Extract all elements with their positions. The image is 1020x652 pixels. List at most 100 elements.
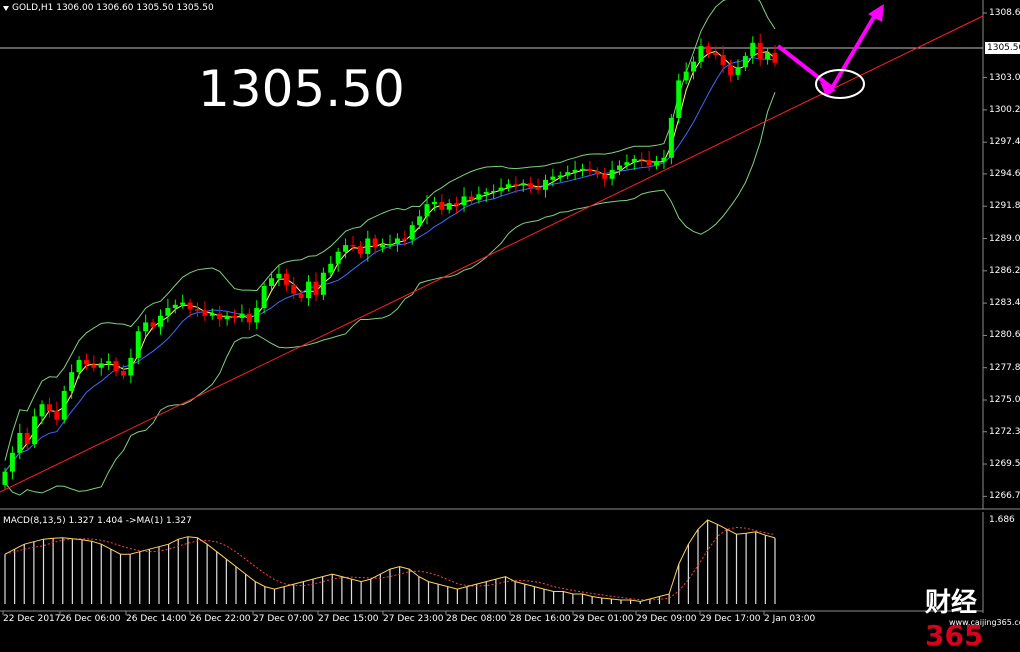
candle-body: [468, 196, 474, 200]
price-axis-label: 1272.30: [989, 426, 1020, 437]
candle-body: [505, 184, 511, 188]
arrow-head: [868, 4, 884, 22]
candle-body: [157, 315, 163, 327]
candle-body: [498, 187, 504, 191]
price-axis-label: 1269.50: [989, 459, 1020, 470]
candle-body: [483, 192, 489, 195]
candle-body: [439, 201, 445, 210]
candle-body: [380, 245, 386, 248]
candle-body: [617, 165, 623, 170]
candle-body: [135, 331, 141, 358]
candle-body: [587, 168, 593, 172]
candles: [2, 33, 778, 489]
time-axis-label: 26 Dec 22:00: [190, 614, 251, 624]
candle-body: [742, 56, 748, 68]
price-axis-label: 1303.00: [989, 72, 1020, 83]
candle-body: [32, 416, 38, 445]
candle-body: [461, 196, 467, 206]
candle-body: [402, 238, 408, 240]
candle-body: [691, 61, 697, 72]
candle-body: [750, 42, 756, 57]
candle-body: [602, 174, 608, 179]
time-axis-label: 27 Dec 07:00: [253, 614, 314, 624]
price-axis-label: 1283.45: [989, 298, 1020, 309]
price-axis-label: 1300.20: [989, 104, 1020, 115]
candle-body: [350, 245, 356, 247]
time-axis-label: 28 Dec 08:00: [446, 614, 507, 624]
price-axis: [2, 12, 987, 615]
trendline[interactable]: [0, 15, 984, 493]
candle-body: [431, 201, 437, 205]
time-axis-label: 2 Jan 03:00: [764, 614, 816, 624]
candle-body: [83, 360, 89, 365]
candle-body: [187, 302, 193, 310]
price-callout: 1305.50: [198, 60, 405, 118]
time-axis-label: 26 Dec 06:00: [60, 614, 121, 624]
price-axis-label: 1294.65: [989, 168, 1020, 179]
candle-body: [328, 263, 334, 273]
price-axis-label: 1277.85: [989, 362, 1020, 373]
candle-body: [217, 313, 223, 320]
candle-body: [98, 363, 104, 368]
price-axis-label: 1297.40: [989, 137, 1020, 148]
caijing365-logo: 财经365: [925, 582, 1020, 652]
candle-body: [757, 42, 763, 60]
candle-body: [143, 322, 149, 332]
price-axis-label: 1289.05: [989, 233, 1020, 244]
candle-body: [417, 216, 423, 226]
macd-axis-label: 1.686: [989, 515, 1015, 525]
candle-body: [476, 194, 482, 200]
candle-body: [609, 169, 615, 179]
candle-body: [54, 410, 60, 420]
candle-body: [246, 313, 252, 323]
candle-body: [113, 361, 119, 372]
candle-body: [172, 304, 178, 309]
candle-body: [705, 46, 711, 53]
candle-body: [372, 238, 378, 248]
candle-body: [557, 175, 563, 177]
candle-body: [728, 64, 734, 75]
logo-url: www.caijing365.com: [949, 618, 1020, 627]
candle-body: [565, 172, 571, 176]
candle-body: [735, 67, 741, 75]
price-axis-label: 1286.25: [989, 265, 1020, 276]
lower-band: [4, 92, 776, 496]
macd-indicator-label: MACD(8,13,5) 1.327 1.404 ->MA(1) 1.327: [3, 516, 192, 526]
candle-body: [69, 372, 75, 391]
candle-body: [76, 360, 82, 373]
candle-body: [668, 117, 674, 158]
uptrend-line: [0, 15, 984, 493]
candle-body: [24, 432, 30, 445]
candle-body: [387, 243, 393, 246]
price-chart[interactable]: [0, 0, 1020, 630]
symbol-ohlc-text: GOLD,H1 1306.00 1306.60 1305.50 1305.50: [12, 3, 214, 13]
candle-body: [550, 176, 556, 180]
candle-body: [713, 52, 719, 55]
time-axis-label: 28 Dec 16:00: [510, 614, 571, 624]
candle-body: [106, 361, 112, 364]
candle-body: [594, 171, 600, 175]
candle-body: [239, 313, 245, 319]
candle-body: [91, 364, 97, 368]
candle-body: [335, 251, 341, 264]
bollinger-bands: [4, 0, 776, 496]
time-axis-label: 29 Dec 09:00: [636, 614, 697, 624]
candle-body: [306, 281, 312, 299]
candle-body: [343, 245, 349, 252]
time-axis-label: 22 Dec 2017: [3, 614, 61, 624]
symbol-dropdown-icon[interactable]: [3, 6, 9, 11]
candle-body: [150, 322, 156, 327]
current-price-tag: 1305.50: [985, 42, 1020, 54]
candle-body: [535, 187, 541, 190]
price-axis-label: 1266.70: [989, 491, 1020, 502]
candle-body: [46, 404, 52, 411]
price-axis-label: 1275.05: [989, 395, 1020, 406]
time-axis-label: 27 Dec 15:00: [318, 614, 379, 624]
candle-body: [261, 285, 267, 309]
macd-histogram: [4, 519, 776, 604]
time-axis-label: 29 Dec 17:00: [700, 614, 761, 624]
candle-body: [232, 315, 238, 319]
candle-body: [424, 204, 430, 217]
candle-body: [17, 432, 23, 453]
